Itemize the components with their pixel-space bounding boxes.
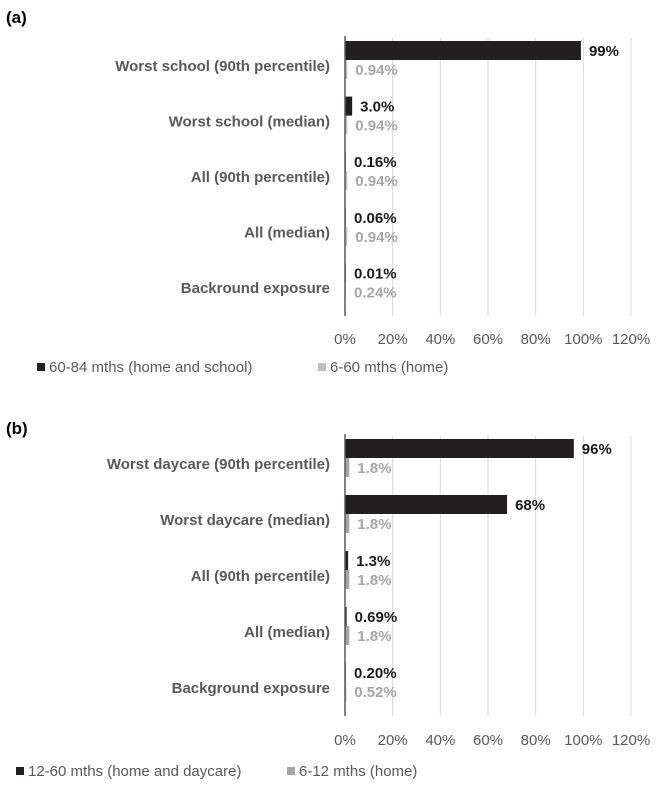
x-tick-label: 80% bbox=[521, 331, 551, 348]
bar-secondary bbox=[345, 226, 348, 246]
x-tick-label: 60% bbox=[473, 732, 503, 749]
bar-primary bbox=[345, 551, 349, 570]
panel-b-label: (b) bbox=[6, 419, 28, 438]
category-label: Backround exposure bbox=[181, 280, 330, 297]
data-label: 99% bbox=[589, 43, 619, 60]
x-tick-label: 100% bbox=[564, 331, 602, 348]
data-label: 0.24% bbox=[354, 284, 397, 301]
data-label: 0.52% bbox=[354, 684, 397, 701]
bar-secondary bbox=[345, 171, 348, 191]
bar-secondary bbox=[345, 115, 348, 135]
x-tick-label: 40% bbox=[425, 331, 455, 348]
legend-label: 6-60 mths (home) bbox=[330, 359, 448, 376]
panel-b-chart: 0% 20% 40% 60% 80% 100% 120% Worst daycare (90t… bbox=[16, 434, 650, 780]
legend-swatch bbox=[318, 363, 326, 371]
bar-secondary bbox=[345, 60, 348, 79]
data-label: 0.06% bbox=[354, 210, 397, 227]
x-tick-label: 20% bbox=[378, 331, 408, 348]
data-label: 68% bbox=[515, 497, 545, 514]
data-label: 0.16% bbox=[354, 154, 397, 171]
x-tick-label: 120% bbox=[612, 732, 650, 749]
bar-primary bbox=[345, 607, 347, 626]
panel-a-chart: 0% 20% 40% 60% 80% 100% 120% Worst school (90th… bbox=[37, 36, 650, 376]
bar-primary bbox=[345, 439, 574, 458]
data-label: 3.0% bbox=[360, 99, 394, 116]
category-label: Worst school (90th percentile) bbox=[115, 58, 330, 75]
category-label: Background exposure bbox=[172, 680, 330, 697]
legend-label: 60-84 mths (home and school) bbox=[49, 359, 252, 376]
bar-secondary bbox=[345, 458, 350, 477]
x-tick-label: 40% bbox=[425, 732, 455, 749]
data-label: 0.94% bbox=[355, 229, 398, 246]
legend-swatch bbox=[287, 767, 295, 775]
data-label: 1.8% bbox=[357, 572, 391, 589]
bar-primary bbox=[345, 41, 581, 60]
category-label: All (90th percentile) bbox=[191, 568, 330, 585]
category-label: All (median) bbox=[244, 225, 330, 242]
data-label: 0.94% bbox=[355, 173, 398, 190]
bar-primary bbox=[345, 495, 508, 514]
panel-a: (a) 0% 20% 40% 60% 80% 100% 120% Worst school (… bbox=[6, 8, 650, 376]
category-label: All (90th percentile) bbox=[191, 169, 330, 186]
x-tick-label: 120% bbox=[612, 331, 650, 348]
data-label: 1.8% bbox=[357, 516, 391, 533]
x-tick-label: 80% bbox=[521, 732, 551, 749]
x-tick-label: 0% bbox=[334, 331, 356, 348]
x-tick-label: 100% bbox=[564, 732, 602, 749]
bar-secondary bbox=[345, 570, 350, 589]
panel-b: (b) 0% 20% 40% 60% 80% 100% 120% Worst daycare … bbox=[6, 419, 650, 780]
data-label: 96% bbox=[582, 441, 612, 458]
bar-secondary bbox=[345, 514, 350, 533]
category-label: Worst daycare (median) bbox=[160, 512, 330, 529]
data-label: 0.94% bbox=[355, 118, 398, 135]
x-tick-label: 60% bbox=[473, 331, 503, 348]
data-label: 0.01% bbox=[354, 265, 397, 282]
data-label: 0.94% bbox=[355, 62, 398, 79]
panel-a-label: (a) bbox=[6, 8, 27, 27]
bar-secondary bbox=[345, 626, 350, 645]
data-label: 0.69% bbox=[355, 609, 398, 626]
category-label: Worst school (median) bbox=[169, 113, 330, 130]
data-label: 1.8% bbox=[357, 628, 391, 645]
legend-label: 12-60 mths (home and daycare) bbox=[28, 763, 241, 780]
data-label: 1.8% bbox=[357, 460, 391, 477]
data-label: 0.20% bbox=[354, 665, 397, 682]
bar-primary bbox=[345, 96, 353, 116]
legend-label: 6-12 mths (home) bbox=[299, 763, 417, 780]
category-label: Worst daycare (90th percentile) bbox=[107, 456, 330, 473]
category-label: All (median) bbox=[244, 624, 330, 641]
data-label: 1.3% bbox=[356, 553, 390, 570]
legend-swatch bbox=[37, 363, 45, 371]
legend-swatch bbox=[16, 767, 24, 775]
x-tick-label: 20% bbox=[378, 732, 408, 749]
x-tick-label: 0% bbox=[334, 732, 356, 749]
